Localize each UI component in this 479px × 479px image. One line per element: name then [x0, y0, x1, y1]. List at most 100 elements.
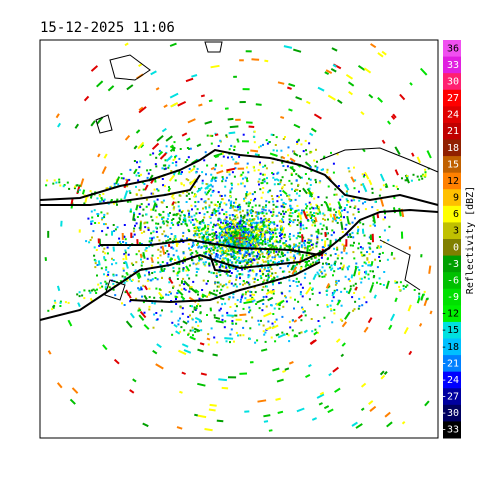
- echo: [286, 86, 292, 90]
- echo: [242, 230, 245, 233]
- echo: [260, 217, 263, 220]
- echo: [59, 300, 62, 303]
- echo: [379, 198, 385, 207]
- echo: [288, 179, 291, 182]
- echo: [103, 216, 106, 219]
- echo: [376, 246, 379, 249]
- echo: [126, 84, 134, 91]
- echo: [249, 309, 252, 312]
- echo: [323, 269, 326, 272]
- echo: [180, 288, 183, 291]
- echo: [275, 318, 278, 321]
- echo: [133, 211, 135, 214]
- echo: [270, 268, 273, 270]
- echo: [112, 246, 115, 252]
- echo: [382, 184, 385, 187]
- echo: [237, 259, 240, 262]
- echo: [334, 387, 341, 393]
- echo: [368, 246, 371, 249]
- echo: [255, 274, 258, 277]
- echo: [305, 149, 307, 152]
- echo: [151, 142, 160, 150]
- echo: [254, 211, 257, 214]
- echo: [222, 241, 225, 244]
- echo: [185, 194, 188, 197]
- echo: [276, 224, 279, 227]
- echo: [228, 131, 236, 135]
- echo: [228, 244, 231, 247]
- echo: [351, 231, 354, 234]
- echo: [272, 213, 275, 216]
- echo: [198, 236, 201, 239]
- echo: [278, 307, 281, 310]
- echo: [346, 266, 349, 269]
- echo: [299, 291, 302, 293]
- echo: [298, 252, 301, 255]
- echo: [213, 257, 216, 260]
- echo: [263, 268, 266, 271]
- echo: [245, 166, 248, 169]
- echo: [255, 238, 258, 241]
- echo: [222, 243, 225, 246]
- echo: [258, 323, 261, 326]
- echo: [203, 213, 206, 216]
- echo: [73, 187, 76, 190]
- echo: [357, 307, 360, 310]
- echo: [325, 226, 328, 231]
- echo: [215, 320, 224, 324]
- echo: [257, 399, 267, 403]
- echo: [218, 232, 221, 235]
- echo: [263, 420, 269, 423]
- echo: [235, 230, 237, 233]
- echo: [345, 198, 348, 201]
- echo: [263, 414, 271, 418]
- echo: [231, 226, 234, 229]
- echo: [242, 334, 245, 337]
- echo: [190, 287, 198, 294]
- echo: [214, 212, 216, 215]
- echo: [225, 229, 228, 232]
- echo: [265, 218, 268, 221]
- echo: [263, 221, 266, 224]
- coastline: [129, 261, 321, 304]
- echo: [416, 156, 422, 164]
- echo: [259, 233, 262, 236]
- echo: [189, 147, 192, 150]
- echo: [252, 232, 255, 235]
- echo: [353, 308, 356, 311]
- echo: [182, 252, 185, 255]
- echo: [193, 308, 196, 311]
- echo: [172, 208, 175, 211]
- echo: [181, 312, 184, 315]
- echo: [257, 251, 260, 253]
- echo: [96, 288, 98, 291]
- echo: [280, 228, 282, 231]
- echo: [281, 331, 284, 334]
- echo: [284, 367, 290, 371]
- echo: [245, 193, 248, 195]
- echo: [159, 263, 162, 266]
- echo: [267, 191, 270, 194]
- echo: [329, 254, 332, 257]
- echo: [214, 155, 219, 159]
- echo: [312, 273, 318, 281]
- echo: [369, 247, 372, 250]
- echo: [396, 281, 399, 284]
- echo: [273, 240, 276, 243]
- echo: [124, 254, 128, 261]
- echo: [58, 181, 61, 184]
- echo: [340, 353, 345, 358]
- echo: [396, 188, 399, 190]
- echo: [188, 147, 190, 150]
- echo: [349, 205, 352, 208]
- echo: [359, 221, 362, 224]
- echo: [276, 172, 279, 175]
- echo: [246, 297, 255, 302]
- echo: [63, 184, 66, 186]
- echo: [227, 249, 230, 252]
- echo: [390, 313, 396, 322]
- echo: [337, 299, 340, 302]
- borders: [95, 41, 439, 301]
- echo: [329, 213, 333, 218]
- echo: [154, 277, 157, 279]
